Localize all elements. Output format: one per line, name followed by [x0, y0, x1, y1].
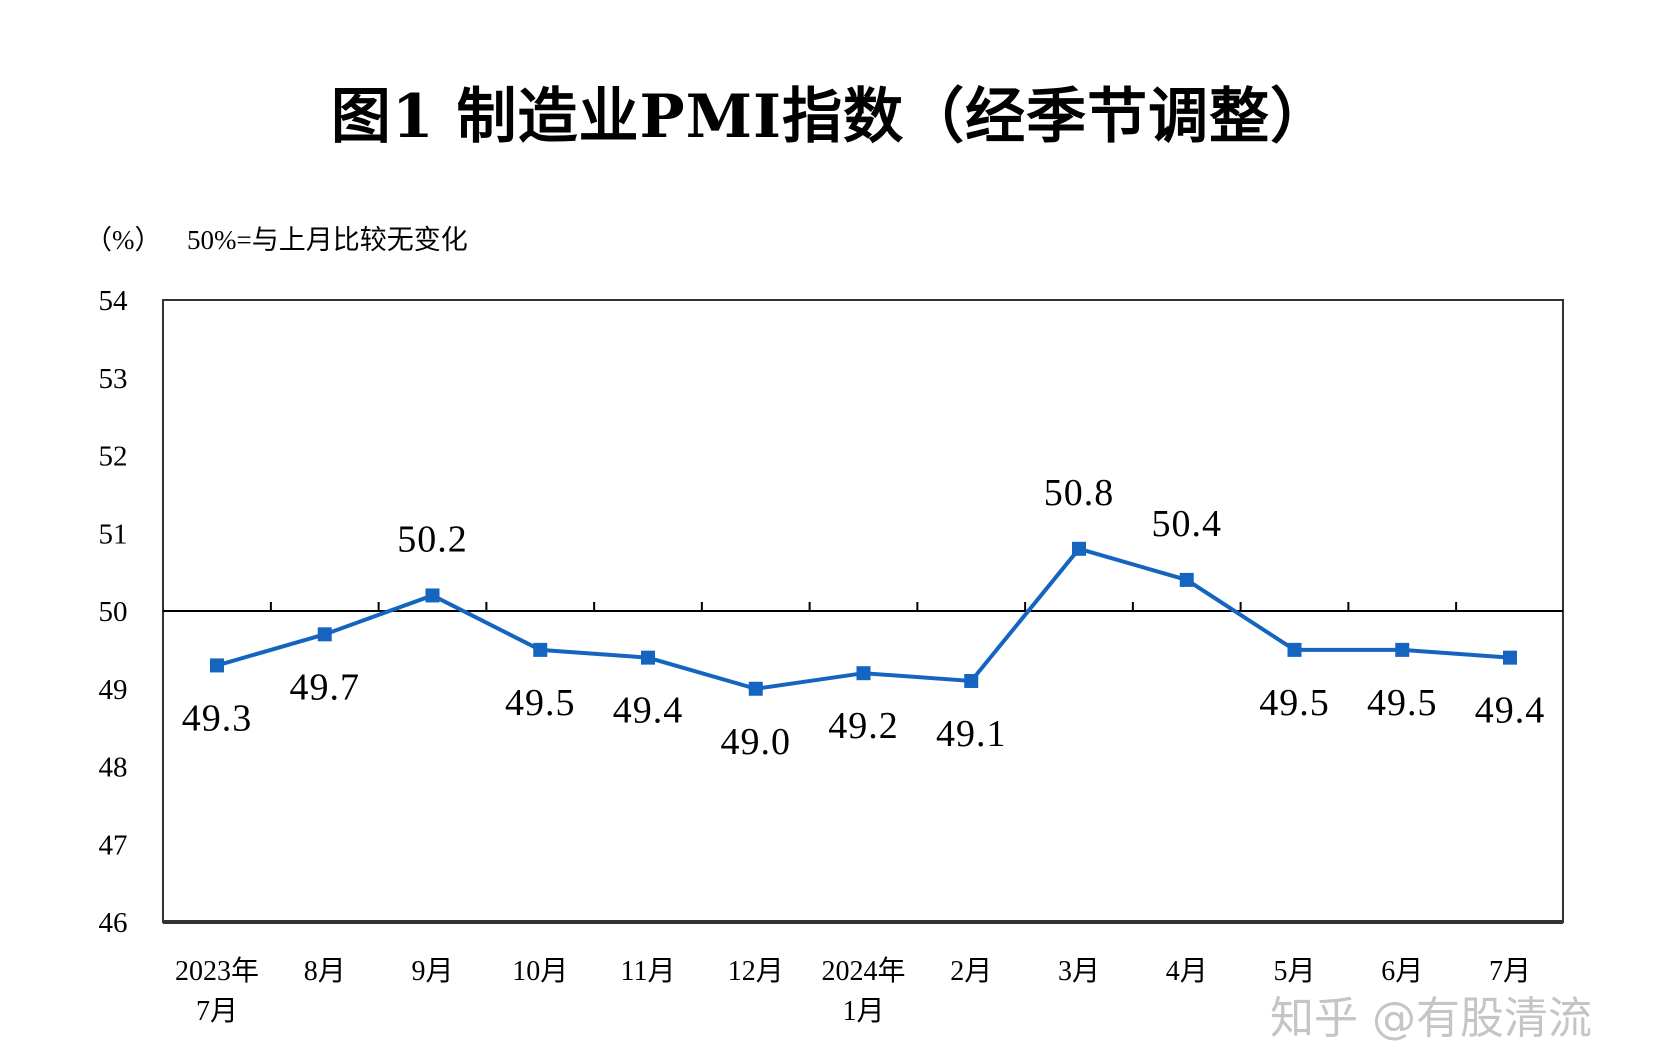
data-label: 50.4	[1152, 503, 1223, 545]
y-axis-unit: （%）	[85, 225, 162, 255]
reference-note: 50%=与上月比较无变化	[187, 225, 468, 255]
y-tick-label: 50	[99, 596, 128, 628]
x-tick-label: 7月	[196, 996, 238, 1027]
y-tick-label: 48	[99, 752, 128, 784]
chart-title: 图1 制造业PMI指数（经季节调整）	[330, 82, 1332, 152]
x-tick-label: 5月	[1273, 956, 1315, 987]
data-label: 49.7	[290, 666, 361, 708]
data-point	[856, 666, 871, 681]
data-point	[1503, 650, 1517, 665]
data-point	[425, 588, 440, 603]
x-tick-label: 4月	[1166, 956, 1208, 987]
data-point	[1395, 642, 1410, 657]
y-tick-label: 54	[99, 285, 129, 317]
data-point	[748, 681, 763, 696]
data-point	[533, 642, 548, 657]
x-tick-label: 8月	[304, 956, 346, 987]
x-tick-label: 12月	[728, 956, 784, 987]
data-point	[317, 627, 332, 642]
data-point	[964, 673, 979, 688]
data-point	[1287, 642, 1302, 657]
data-label: 49.4	[613, 690, 684, 732]
y-tick-label: 51	[99, 518, 128, 550]
x-tick-label: 6月	[1381, 956, 1423, 987]
data-point	[210, 658, 224, 673]
x-tick-label: 10月	[512, 956, 568, 987]
y-tick-label: 53	[99, 363, 128, 395]
data-label: 49.5	[1367, 682, 1438, 724]
x-tick-label: 7月	[1489, 956, 1531, 987]
data-label: 49.1	[936, 713, 1007, 755]
data-point	[641, 650, 655, 665]
watermark: 知乎 @有股清流	[1270, 993, 1592, 1044]
y-tick-label: 52	[99, 441, 128, 473]
data-label: 49.3	[182, 697, 253, 739]
x-tick-label: 1月	[842, 996, 884, 1027]
x-tick-label: 2月	[950, 956, 992, 987]
y-tick-label: 46	[99, 907, 128, 939]
y-tick-label: 47	[99, 829, 128, 861]
data-point	[1179, 572, 1194, 587]
y-tick-label: 49	[99, 674, 128, 706]
data-label: 49.2	[828, 705, 899, 747]
x-tick-label: 11月	[621, 956, 676, 987]
data-label: 49.0	[721, 721, 792, 763]
x-tick-label: 9月	[411, 956, 453, 987]
x-tick-label: 2024年	[821, 955, 905, 987]
x-tick-label: 2023年	[175, 955, 259, 987]
data-label: 49.5	[505, 682, 576, 724]
x-tick-label: 3月	[1058, 956, 1100, 987]
data-label: 49.5	[1259, 682, 1330, 724]
data-label: 49.4	[1475, 690, 1546, 732]
data-label: 50.2	[397, 518, 468, 560]
data-label: 50.8	[1044, 472, 1115, 514]
data-point	[1072, 541, 1086, 556]
